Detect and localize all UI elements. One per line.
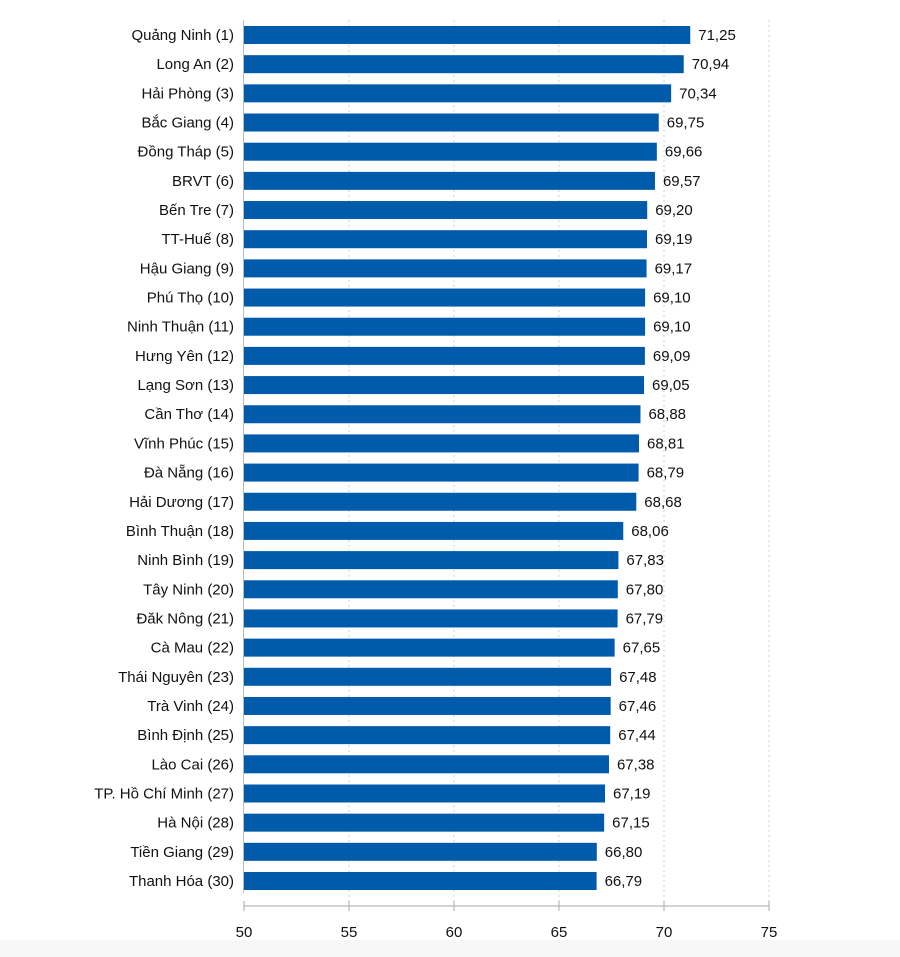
value-label: 69,20: [655, 202, 693, 219]
bottom-band: [0, 940, 900, 957]
category-label: Hải Phòng (3): [141, 85, 234, 102]
bar: [244, 113, 659, 132]
value-label: 68,88: [648, 406, 686, 423]
bar: [244, 784, 605, 803]
value-label: 69,17: [655, 260, 693, 277]
value-label: 67,44: [618, 727, 656, 744]
category-label: Bắc Giang (4): [141, 115, 234, 132]
value-label: 67,48: [619, 669, 657, 686]
bar: [244, 230, 647, 249]
value-label: 67,46: [619, 698, 657, 715]
bar: [244, 521, 624, 540]
bar: [244, 667, 612, 686]
category-label: TP. Hồ Chí Minh (27): [94, 785, 234, 802]
bar: [244, 434, 640, 453]
bar: [244, 842, 597, 861]
category-label: TT-Huế (8): [161, 231, 234, 248]
bar: [244, 26, 691, 44]
value-label: 67,80: [626, 581, 664, 598]
x-tick-label: 55: [341, 924, 358, 941]
x-tick-label: 60: [446, 924, 463, 941]
bar: [244, 463, 639, 482]
bar: [244, 696, 611, 715]
x-tick-label: 65: [551, 924, 568, 941]
value-label: 70,94: [692, 56, 730, 73]
bar: [244, 259, 647, 278]
category-label: Bến Tre (7): [159, 202, 234, 219]
category-label: BRVT (6): [172, 173, 234, 190]
category-label: Thái Nguyên (23): [118, 669, 234, 686]
x-tick-label: 75: [761, 924, 778, 941]
category-label: Cần Thơ (14): [144, 406, 234, 423]
bar: [244, 405, 641, 424]
category-label: Tiền Giang (29): [130, 844, 234, 861]
category-label: Ninh Thuận (11): [127, 319, 234, 336]
category-label: Quảng Ninh (1): [131, 27, 234, 44]
bar: [244, 609, 618, 628]
bar: [244, 755, 609, 774]
bar: [244, 580, 618, 599]
value-label: 69,75: [667, 115, 705, 132]
category-label: Hậu Giang (9): [140, 260, 234, 277]
value-label: 68,79: [647, 465, 685, 482]
category-label: Ninh Bình (19): [137, 552, 234, 569]
bar: [244, 201, 648, 220]
category-label: Lạng Sơn (13): [137, 377, 234, 394]
bar: [244, 55, 684, 74]
bar: [244, 492, 637, 511]
bar: [244, 288, 646, 307]
value-label: 69,05: [652, 377, 690, 394]
value-label: 71,25: [698, 27, 736, 44]
category-label: Hải Dương (17): [129, 494, 234, 511]
x-tick-label: 50: [236, 924, 253, 941]
category-label: Thanh Hóa (30): [129, 873, 234, 890]
bar: [244, 317, 646, 336]
bar: [244, 638, 615, 657]
bar: [244, 84, 672, 103]
category-label: Đà Nẵng (16): [144, 465, 234, 482]
category-label: Phú Thọ (10): [147, 290, 234, 307]
value-label: 67,65: [623, 640, 661, 657]
value-label: 67,83: [626, 552, 664, 569]
category-label: Trà Vinh (24): [147, 698, 234, 715]
bar: [244, 551, 619, 570]
value-label: 69,19: [655, 231, 693, 248]
value-label: 69,10: [653, 319, 691, 336]
value-label: 69,57: [663, 173, 701, 190]
value-label: 68,81: [647, 435, 685, 452]
bar: [244, 872, 597, 890]
category-label: Đăk Nông (21): [136, 610, 234, 627]
value-label: 68,68: [644, 494, 682, 511]
value-label: 67,15: [612, 815, 650, 832]
value-label: 69,09: [653, 348, 691, 365]
bar: [244, 142, 657, 161]
value-label: 69,66: [665, 144, 703, 161]
bar: [244, 376, 645, 395]
category-label: Lào Cai (26): [151, 756, 234, 773]
value-label: 69,10: [653, 290, 691, 307]
category-label: Đồng Tháp (5): [138, 144, 234, 161]
bar: [244, 346, 645, 365]
category-label: Bình Thuận (18): [126, 523, 234, 540]
bar: [244, 813, 605, 832]
value-label: 67,19: [613, 785, 651, 802]
value-label: 70,34: [679, 85, 717, 102]
category-label: Vĩnh Phúc (15): [134, 435, 234, 452]
bar: [244, 726, 611, 745]
bar: [244, 171, 655, 190]
category-label: Hà Nội (28): [157, 815, 234, 832]
value-label: 68,06: [631, 523, 669, 540]
category-label: Tây Ninh (20): [143, 581, 234, 598]
value-label: 66,80: [605, 844, 643, 861]
value-label: 67,38: [617, 756, 655, 773]
x-tick-label: 70: [656, 924, 673, 941]
category-label: Bình Định (25): [137, 727, 234, 744]
category-label: Cà Mau (22): [151, 640, 234, 657]
category-label: Long An (2): [156, 56, 234, 73]
value-label: 66,79: [605, 873, 643, 890]
category-label: Hưng Yên (12): [135, 348, 234, 365]
value-label: 67,79: [626, 610, 664, 627]
